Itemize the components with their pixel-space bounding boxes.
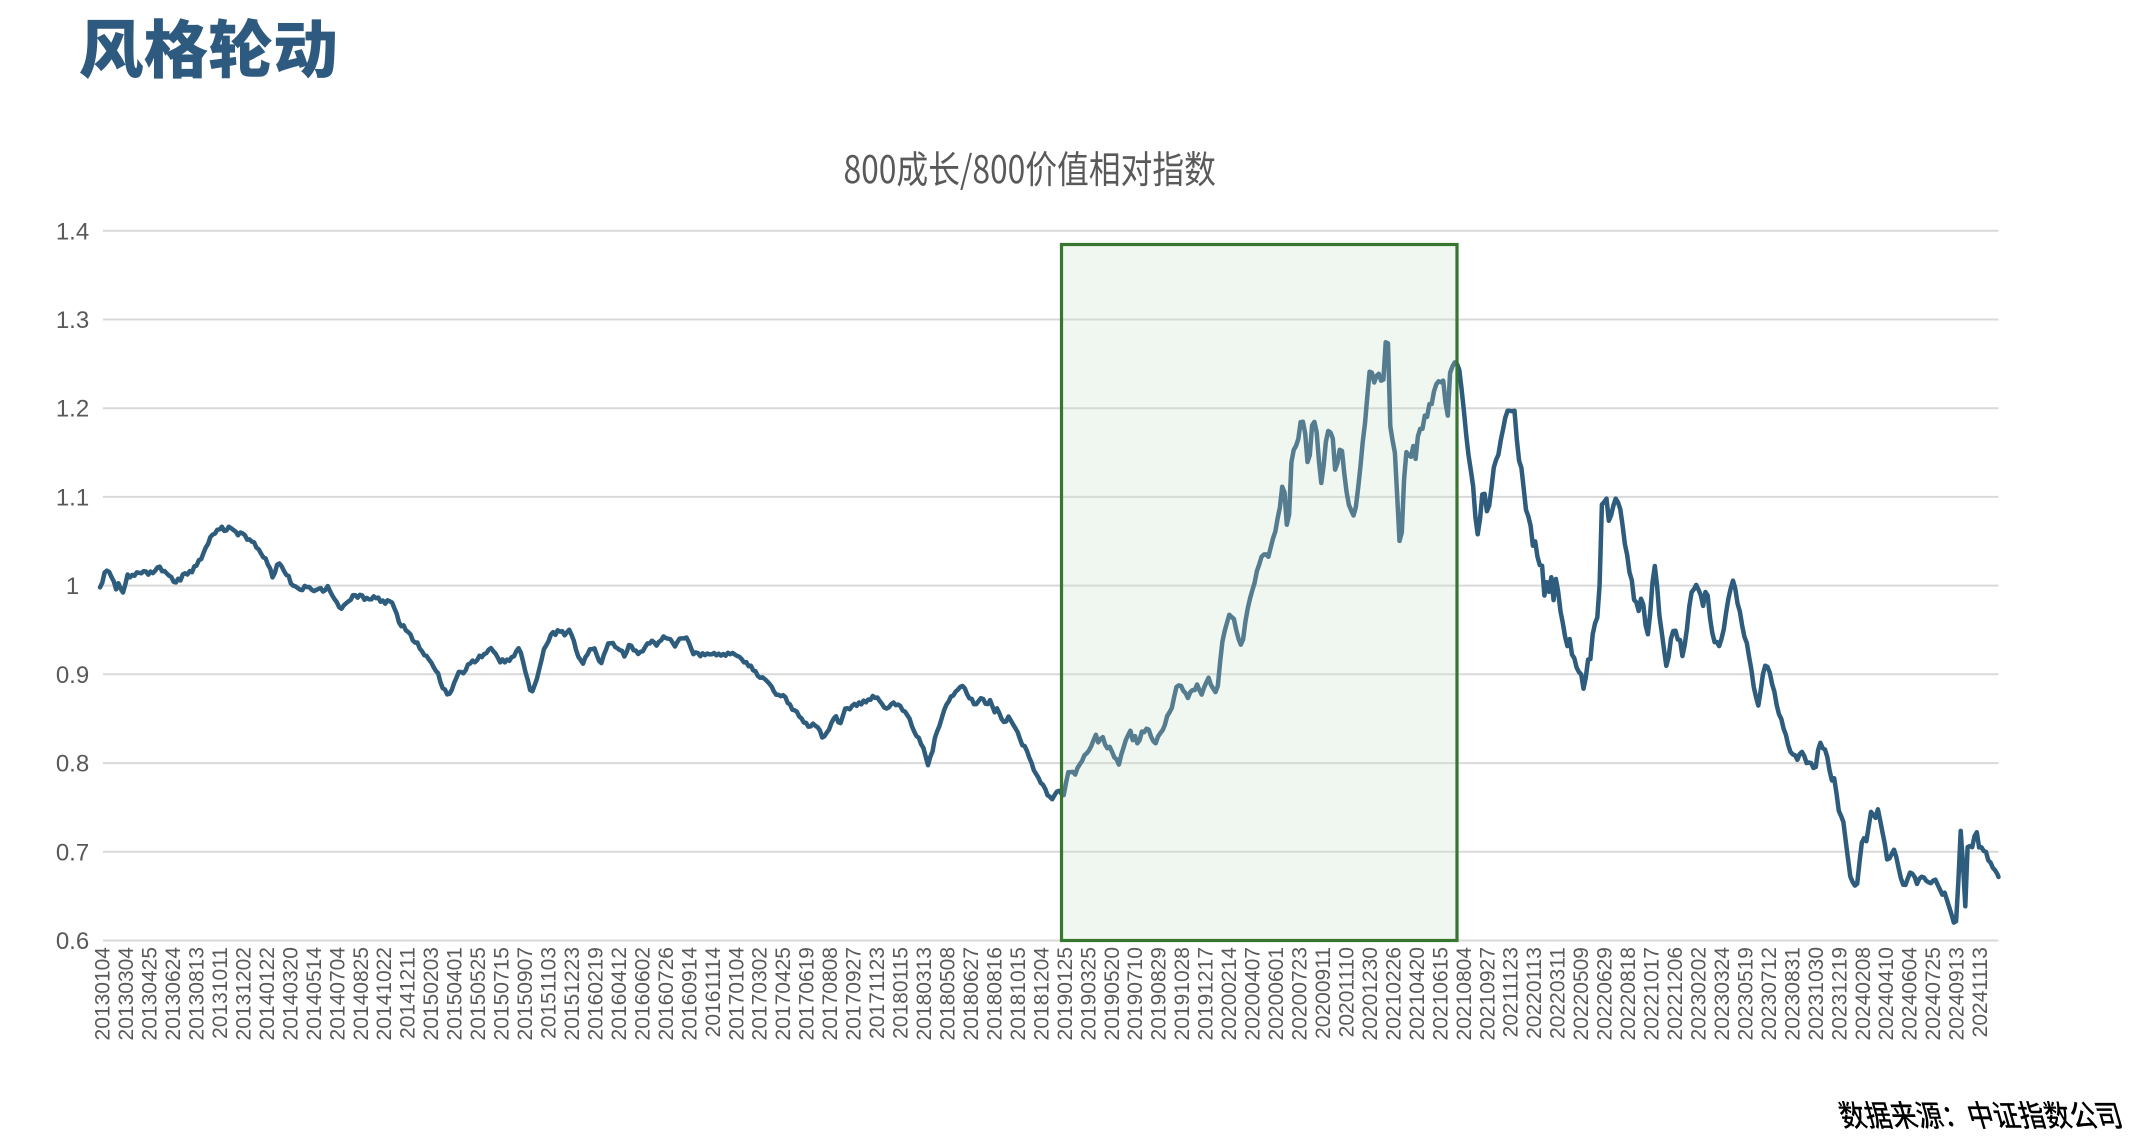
svg-text:20220629: 20220629 <box>1594 947 1617 1040</box>
svg-text:20141211: 20141211 <box>397 947 420 1039</box>
svg-text:20230831: 20230831 <box>1781 947 1804 1040</box>
svg-text:0.7: 0.7 <box>56 839 89 866</box>
svg-text:1.1: 1.1 <box>56 484 89 511</box>
svg-text:20151223: 20151223 <box>561 947 584 1040</box>
svg-text:20201110: 20201110 <box>1336 947 1359 1037</box>
svg-text:20210420: 20210420 <box>1406 947 1429 1040</box>
svg-text:20220509: 20220509 <box>1570 947 1593 1040</box>
svg-text:20130104: 20130104 <box>92 947 115 1041</box>
svg-text:20200723: 20200723 <box>1289 947 1312 1040</box>
svg-text:20220818: 20220818 <box>1617 947 1640 1040</box>
svg-text:20160726: 20160726 <box>655 947 678 1040</box>
svg-text:20210804: 20210804 <box>1453 947 1476 1041</box>
svg-text:20180115: 20180115 <box>890 947 913 1039</box>
svg-text:20190325: 20190325 <box>1077 947 1100 1040</box>
svg-text:0.6: 0.6 <box>56 928 89 955</box>
svg-text:20230202: 20230202 <box>1688 947 1711 1040</box>
svg-text:20140320: 20140320 <box>279 947 302 1040</box>
svg-text:20221206: 20221206 <box>1664 947 1687 1040</box>
svg-text:20151103: 20151103 <box>538 947 561 1039</box>
svg-text:20180627: 20180627 <box>960 947 983 1040</box>
svg-text:20230324: 20230324 <box>1711 947 1734 1041</box>
svg-text:20150525: 20150525 <box>467 947 490 1040</box>
svg-text:0.9: 0.9 <box>56 662 89 689</box>
svg-text:20231030: 20231030 <box>1805 947 1828 1040</box>
svg-text:20180816: 20180816 <box>983 947 1006 1040</box>
svg-text:20190125: 20190125 <box>1054 947 1077 1040</box>
svg-text:20130624: 20130624 <box>162 947 185 1041</box>
svg-text:20150715: 20150715 <box>491 947 514 1040</box>
svg-text:20150401: 20150401 <box>444 947 467 1040</box>
svg-text:20180313: 20180313 <box>913 947 936 1040</box>
svg-text:20200601: 20200601 <box>1265 947 1288 1040</box>
svg-text:20181015: 20181015 <box>1007 947 1030 1040</box>
svg-text:20231219: 20231219 <box>1828 947 1851 1040</box>
svg-text:20140825: 20140825 <box>350 947 373 1040</box>
svg-text:20240913: 20240913 <box>1946 947 1969 1040</box>
svg-text:20191028: 20191028 <box>1171 947 1194 1040</box>
svg-text:20221017: 20221017 <box>1641 947 1664 1040</box>
svg-text:20191217: 20191217 <box>1195 947 1218 1040</box>
svg-text:20130425: 20130425 <box>139 947 162 1040</box>
svg-text:20150907: 20150907 <box>514 947 537 1040</box>
svg-text:20160602: 20160602 <box>631 947 654 1040</box>
svg-text:20240410: 20240410 <box>1875 947 1898 1040</box>
svg-text:1: 1 <box>66 573 79 600</box>
svg-text:20140704: 20140704 <box>326 947 349 1041</box>
svg-text:20131202: 20131202 <box>232 947 255 1040</box>
svg-text:20160219: 20160219 <box>584 947 607 1040</box>
svg-text:20150203: 20150203 <box>420 947 443 1040</box>
svg-text:20220311: 20220311 <box>1547 947 1570 1039</box>
svg-text:20200214: 20200214 <box>1218 947 1241 1041</box>
svg-text:20210226: 20210226 <box>1382 947 1405 1040</box>
svg-text:20181204: 20181204 <box>1030 947 1053 1041</box>
svg-text:20170302: 20170302 <box>749 947 772 1040</box>
svg-text:20180508: 20180508 <box>937 947 960 1040</box>
svg-text:20130304: 20130304 <box>115 947 138 1041</box>
svg-text:20170927: 20170927 <box>843 947 866 1040</box>
svg-text:20170808: 20170808 <box>819 947 842 1040</box>
svg-text:20220113: 20220113 <box>1523 947 1546 1039</box>
svg-text:20210615: 20210615 <box>1429 947 1452 1040</box>
svg-text:20241113: 20241113 <box>1969 947 1992 1037</box>
svg-text:20170104: 20170104 <box>725 947 748 1041</box>
svg-text:20240725: 20240725 <box>1922 947 1945 1040</box>
svg-text:20171123: 20171123 <box>866 947 889 1039</box>
svg-text:20160412: 20160412 <box>608 947 631 1040</box>
svg-text:20130813: 20130813 <box>186 947 209 1040</box>
svg-text:20230519: 20230519 <box>1734 947 1757 1040</box>
svg-text:20141022: 20141022 <box>373 947 396 1040</box>
svg-text:20160914: 20160914 <box>678 947 701 1041</box>
svg-text:20211123: 20211123 <box>1500 947 1523 1037</box>
svg-text:1.4: 1.4 <box>56 218 89 245</box>
svg-text:20190829: 20190829 <box>1148 947 1171 1040</box>
svg-text:0.8: 0.8 <box>56 751 89 778</box>
svg-text:20240208: 20240208 <box>1852 947 1875 1040</box>
svg-text:20170619: 20170619 <box>796 947 819 1040</box>
svg-text:20230712: 20230712 <box>1758 947 1781 1040</box>
svg-text:20210927: 20210927 <box>1476 947 1499 1040</box>
svg-text:1.3: 1.3 <box>56 307 89 334</box>
svg-text:20131011: 20131011 <box>209 947 232 1039</box>
svg-text:20190710: 20190710 <box>1124 947 1147 1040</box>
svg-text:20200407: 20200407 <box>1242 947 1265 1040</box>
svg-text:20240604: 20240604 <box>1899 947 1922 1041</box>
svg-text:20170425: 20170425 <box>772 947 795 1040</box>
svg-text:1.2: 1.2 <box>56 396 89 423</box>
svg-text:20190520: 20190520 <box>1101 947 1124 1040</box>
svg-text:20200911: 20200911 <box>1312 947 1335 1039</box>
svg-text:20140514: 20140514 <box>303 947 326 1041</box>
svg-text:20161114: 20161114 <box>702 947 725 1038</box>
svg-text:20201230: 20201230 <box>1359 947 1382 1040</box>
svg-text:20140122: 20140122 <box>256 947 279 1040</box>
